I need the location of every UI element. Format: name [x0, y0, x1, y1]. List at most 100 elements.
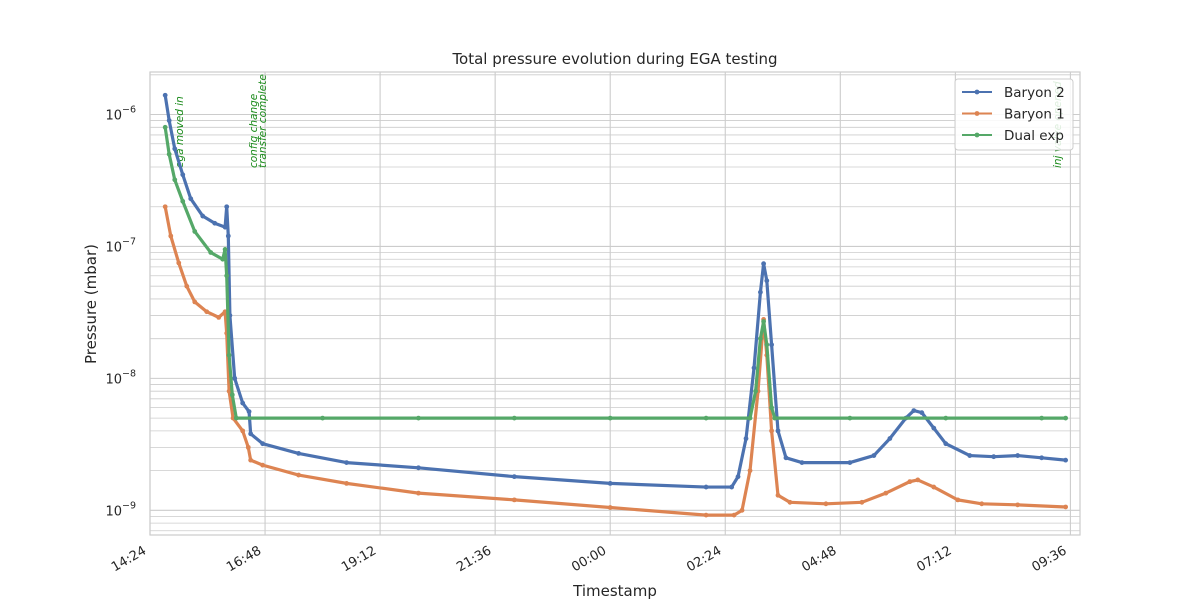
data-point [607, 480, 613, 486]
data-point [1039, 455, 1045, 461]
data-point [761, 319, 767, 324]
data-point [991, 454, 997, 460]
legend-entry: Baryon 2 [1004, 85, 1065, 101]
data-point [731, 512, 737, 518]
data-point [747, 468, 753, 474]
data-point [511, 415, 517, 421]
data-point [775, 428, 781, 434]
data-point [168, 233, 174, 239]
data-point [703, 484, 709, 490]
data-point [222, 224, 228, 230]
data-point [907, 479, 913, 485]
data-point [1015, 502, 1021, 508]
data-point [212, 220, 218, 226]
data-point [248, 457, 254, 463]
data-point [162, 92, 168, 98]
data-point [764, 278, 770, 284]
y-tick-label: 10−8 [105, 368, 136, 387]
data-point [967, 453, 973, 458]
data-point [320, 415, 325, 421]
data-point [735, 474, 741, 480]
data-point [233, 415, 239, 421]
data-point [743, 436, 749, 441]
y-tick-label: 10−9 [105, 500, 136, 519]
data-point [943, 441, 949, 447]
data-point [607, 415, 613, 421]
data-point [416, 490, 421, 496]
data-point [240, 428, 246, 434]
y-tick-label: 10−6 [105, 105, 136, 124]
data-point [783, 455, 789, 461]
data-point [162, 204, 168, 210]
data-point [943, 415, 949, 421]
data-point [225, 233, 231, 239]
annotation-text: config change [248, 94, 260, 168]
data-point [172, 146, 178, 152]
data-point [1063, 504, 1069, 510]
data-point [162, 124, 168, 130]
data-point [883, 490, 889, 496]
legend-entry: Dual exp [1004, 128, 1064, 144]
data-point [847, 460, 853, 465]
data-point [799, 460, 805, 465]
data-point [511, 497, 517, 503]
data-point [871, 453, 877, 458]
data-point [192, 229, 198, 234]
data-point [184, 283, 190, 289]
legend-marker [974, 132, 980, 138]
data-point [769, 405, 774, 411]
data-point [200, 213, 206, 219]
data-point [703, 512, 709, 518]
data-point [416, 465, 421, 471]
y-tick-label: 10−7 [105, 236, 136, 255]
data-point [1063, 457, 1069, 463]
data-point [245, 444, 251, 450]
series-group [162, 92, 1069, 518]
data-point [229, 392, 235, 398]
data-point [208, 250, 214, 255]
annotation-text: transfer complete [257, 74, 269, 168]
data-point [751, 365, 757, 371]
data-point [260, 441, 266, 447]
data-point [955, 497, 961, 503]
data-point [787, 499, 793, 505]
data-point [859, 499, 865, 505]
data-point [758, 336, 763, 342]
legend-marker [974, 89, 980, 95]
data-point [260, 462, 266, 468]
data-point [180, 172, 186, 178]
data-point [172, 177, 178, 183]
legend-box [954, 78, 1074, 151]
data-point [1063, 415, 1069, 421]
data-point [764, 342, 770, 348]
data-point [753, 388, 759, 394]
data-point [220, 256, 226, 262]
data-point [224, 273, 230, 279]
legend: Baryon 2 Baryon 1 Dual exp [954, 78, 1074, 151]
data-point [931, 425, 937, 431]
data-point [703, 415, 709, 421]
data-point [739, 507, 745, 513]
data-point [296, 472, 302, 478]
data-point [915, 477, 921, 483]
data-point [919, 410, 925, 416]
data-point [769, 428, 774, 434]
data-point [887, 436, 893, 441]
data-point [729, 484, 735, 490]
data-point [769, 342, 774, 348]
data-point [344, 460, 349, 465]
data-point [232, 375, 238, 381]
data-point [911, 408, 917, 413]
data-point [761, 261, 767, 267]
data-point [823, 501, 829, 507]
data-point [296, 451, 302, 456]
data-point [747, 415, 753, 421]
data-point [166, 118, 172, 123]
data-point [246, 409, 252, 415]
data-point [240, 400, 246, 406]
data-point [511, 474, 517, 480]
series-line-dual-exp [163, 127, 1066, 420]
data-point [222, 246, 228, 252]
chart-title: Total pressure evolution during EGA test… [451, 50, 777, 68]
